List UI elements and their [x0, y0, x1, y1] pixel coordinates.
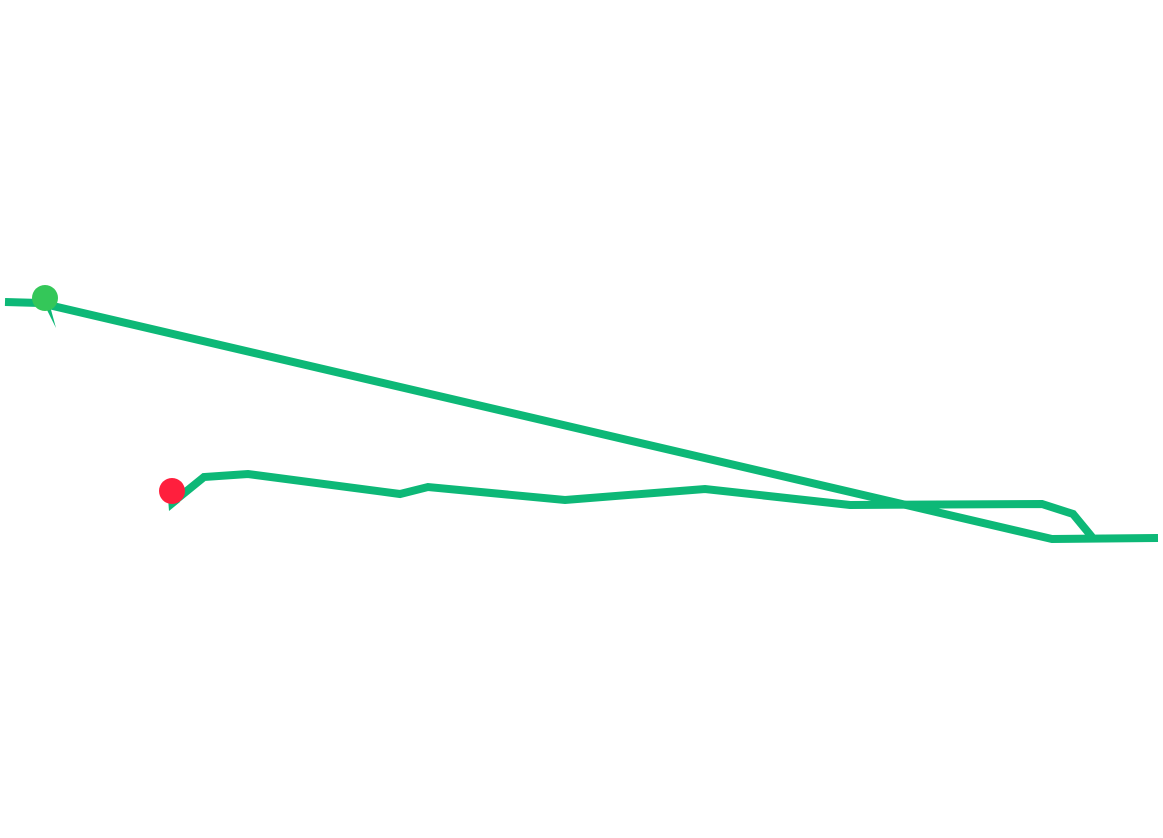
end-marker[interactable]	[159, 478, 185, 511]
start-marker[interactable]	[32, 285, 58, 328]
route-outbound	[4, 298, 1159, 544]
end-marker-dot	[159, 478, 185, 504]
start-marker-dot	[32, 285, 58, 311]
start-marker-tail	[46, 306, 56, 328]
route-return	[169, 469, 1096, 540]
